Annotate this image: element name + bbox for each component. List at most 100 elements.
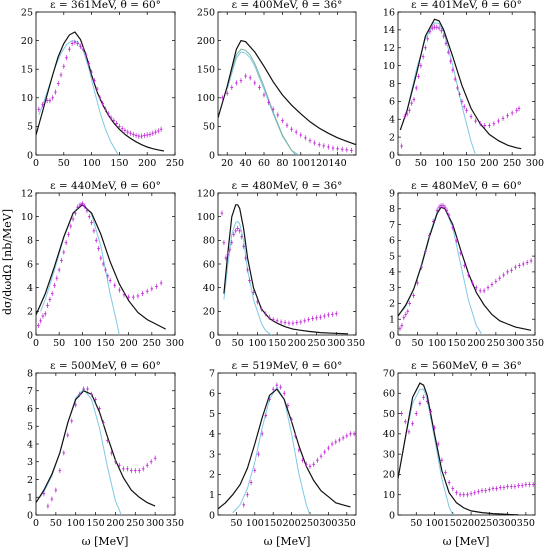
x-tick-label: 100 <box>67 518 85 529</box>
y-tick-label: 2 <box>27 475 33 486</box>
panel-6: ε = 480MeV, θ = 60°0 50 100 150 200 250 300 350… <box>389 180 544 349</box>
data-point <box>145 288 149 294</box>
y-tick-label: 7 <box>389 220 395 231</box>
data-point <box>41 102 44 108</box>
y-tick-label: 100 <box>197 212 215 223</box>
data-point <box>106 111 110 117</box>
data-point <box>110 450 113 456</box>
x-tick-label: 100 <box>246 518 264 529</box>
data-point <box>260 306 263 312</box>
data-point <box>455 237 459 243</box>
x-tick-label: 250 <box>126 518 144 529</box>
data-point <box>414 411 418 417</box>
data-point <box>74 402 78 408</box>
x-tick-label: 300 <box>499 518 517 529</box>
panel-title: ε = 361MeV, θ = 60° <box>50 0 161 11</box>
data-point <box>59 72 63 78</box>
plot-area <box>398 382 535 515</box>
data-point <box>293 433 297 439</box>
y-tick-label: 0 <box>209 510 215 521</box>
data-point <box>492 121 496 127</box>
plot-frame <box>35 192 176 336</box>
data-point <box>436 441 440 447</box>
data-point <box>403 113 407 120</box>
x-tick-label: 120 <box>310 158 328 169</box>
data-point <box>264 311 267 317</box>
model-curve-blue <box>40 201 120 335</box>
data-point <box>57 267 61 273</box>
data-point <box>290 417 293 423</box>
data-point <box>62 249 66 255</box>
data-point <box>271 106 275 112</box>
data-point <box>140 133 143 139</box>
data-point <box>506 484 509 490</box>
data-point <box>486 285 490 291</box>
data-point <box>127 294 130 300</box>
data-point <box>313 140 316 146</box>
data-point <box>236 225 240 232</box>
data-point <box>81 201 84 207</box>
y-tick-label: 15 <box>21 65 33 76</box>
data-point <box>484 488 487 494</box>
panel-title: ε = 560MeV, θ = 36° <box>411 360 522 372</box>
data-point <box>425 398 429 404</box>
data-point <box>64 240 68 246</box>
y-tick-label: 7 <box>209 368 215 379</box>
panel-8: ε = 519MeV, θ = 60° 50 100 150 200 250 300 350 0… <box>209 360 357 529</box>
data-point <box>336 146 339 152</box>
y-tick-label: 4 <box>27 439 33 450</box>
data-point <box>275 382 279 388</box>
data-point <box>453 76 457 82</box>
plot-area <box>36 386 157 515</box>
data-point <box>437 25 441 31</box>
plot-area <box>218 382 356 515</box>
data-point <box>474 118 477 124</box>
data-point <box>345 147 349 153</box>
data-point <box>248 75 252 81</box>
data-point <box>420 264 423 270</box>
plot-area <box>399 18 522 155</box>
data-point <box>279 319 283 325</box>
plot-frame <box>397 192 536 336</box>
x-tick-label: 200 <box>467 338 485 349</box>
data-point <box>407 429 411 435</box>
panel-title: ε = 440MeV, θ = 60° <box>50 180 161 192</box>
panel-7: ε = 500MeV, θ = 60°0 50 100 150 200 250 300 350… <box>27 360 184 529</box>
data-point <box>126 466 129 472</box>
data-point <box>477 489 480 495</box>
data-point <box>531 482 535 488</box>
x-tick-label: 200 <box>283 518 301 529</box>
data-point <box>447 212 451 218</box>
data-point <box>118 462 121 468</box>
data-point <box>129 130 132 136</box>
model-curve-black <box>218 39 356 146</box>
data-point <box>81 46 85 52</box>
data-point <box>444 40 448 46</box>
data-point <box>462 492 466 498</box>
data-point <box>451 225 455 231</box>
data-point <box>159 126 163 132</box>
data-point <box>446 49 450 55</box>
data-point <box>150 286 154 292</box>
data-point <box>501 115 505 121</box>
plot-frame <box>397 11 536 156</box>
x-tick-label: 100 <box>73 338 91 349</box>
y-tick-label: 1 <box>389 315 395 326</box>
plot-area <box>220 204 349 335</box>
data-point <box>70 40 74 47</box>
data-point <box>78 202 82 208</box>
model-curve-blue <box>223 220 272 335</box>
data-point <box>226 251 230 258</box>
data-point <box>281 118 284 124</box>
data-point <box>137 468 141 474</box>
data-point <box>319 314 322 320</box>
data-point <box>95 86 99 92</box>
data-point <box>137 133 141 139</box>
data-point <box>230 240 234 246</box>
data-point <box>133 468 137 474</box>
x-tick-label: 350 <box>517 518 535 529</box>
y-tick-label: 0 <box>27 330 33 341</box>
data-point <box>90 391 93 397</box>
data-point <box>157 128 160 134</box>
x-tick-label: 50 <box>230 518 242 529</box>
